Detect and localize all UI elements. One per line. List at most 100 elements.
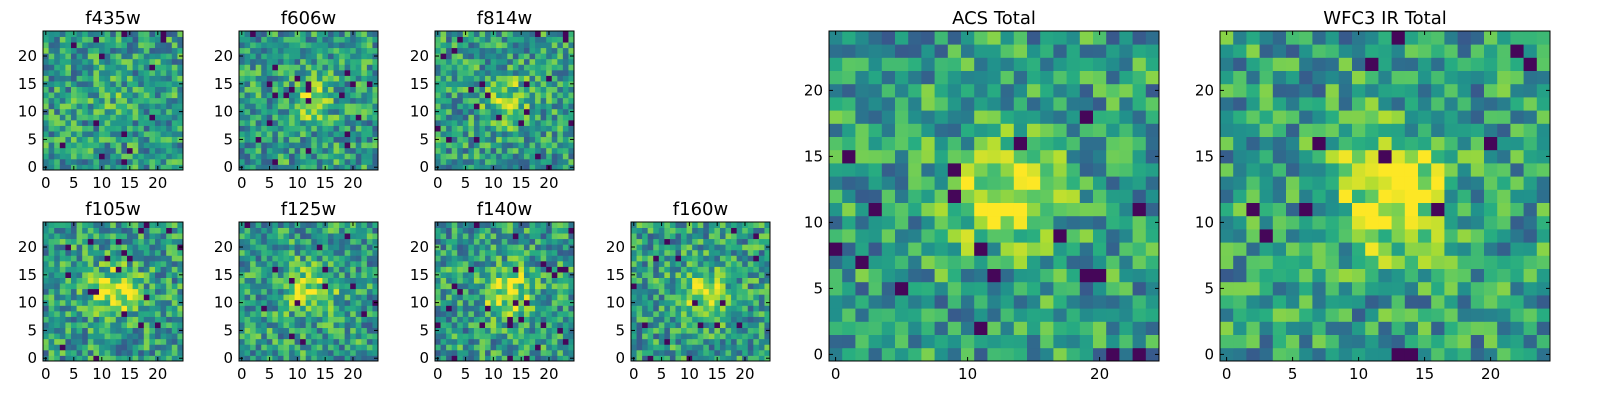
x-tick-label: 10 — [680, 365, 699, 383]
heatmap-cell — [48, 75, 55, 82]
heatmap-cell — [523, 299, 530, 306]
heatmap-cell — [261, 355, 268, 362]
heatmap-cell — [87, 260, 94, 267]
heatmap-cell — [294, 147, 301, 154]
heatmap-cell — [535, 272, 542, 278]
heatmap-cell — [355, 266, 362, 273]
heatmap-cell — [714, 299, 721, 306]
heatmap-cell — [631, 305, 637, 312]
heatmap-cell — [99, 294, 105, 301]
heatmap-cell — [132, 244, 139, 251]
heatmap-cell — [311, 81, 318, 87]
heatmap-cell — [435, 294, 441, 301]
heatmap-cell — [669, 244, 676, 251]
heatmap-cell — [512, 333, 519, 340]
x-tick-label: 20 — [539, 365, 558, 383]
heatmap-cell — [65, 64, 72, 71]
heatmap-cell — [166, 305, 173, 312]
heatmap-cell — [277, 272, 284, 278]
heatmap-cell — [166, 36, 173, 43]
heatmap-cell — [753, 299, 760, 306]
heatmap-cell — [355, 355, 362, 362]
heatmap-cell — [322, 86, 329, 93]
heatmap-cell — [115, 31, 122, 37]
heatmap-cell — [829, 334, 843, 349]
heatmap-cell — [239, 47, 245, 54]
heatmap-cell — [93, 158, 100, 165]
heatmap-cell — [753, 249, 760, 256]
heatmap-cell — [277, 131, 284, 138]
heatmap-cell — [675, 349, 682, 356]
heatmap-cell — [277, 147, 284, 154]
heatmap-cell — [562, 119, 569, 126]
heatmap-cell — [540, 349, 547, 356]
heatmap-cell — [669, 288, 676, 295]
heatmap-cell — [540, 158, 547, 165]
heatmap-cell — [451, 338, 458, 345]
heatmap-cell — [435, 338, 441, 345]
heatmap-cell — [350, 47, 357, 54]
heatmap-cell — [361, 338, 368, 345]
heatmap-cell — [1053, 229, 1067, 243]
heatmap-cell — [149, 305, 156, 312]
heatmap-cell — [110, 31, 117, 37]
heatmap-cell — [350, 36, 357, 43]
heatmap-cell — [255, 322, 262, 329]
heatmap-cell — [501, 249, 508, 256]
heatmap-cell — [261, 327, 268, 334]
heatmap-cell — [692, 266, 699, 273]
heatmap-cell — [708, 238, 715, 245]
heatmap-cell — [255, 310, 262, 317]
heatmap-cell — [115, 244, 122, 251]
heatmap-cell — [462, 64, 469, 71]
heatmap-cell — [255, 158, 262, 165]
heatmap-cell — [568, 69, 575, 76]
heatmap-cell — [289, 244, 295, 251]
heatmap-cell — [327, 142, 334, 149]
heatmap-cell — [277, 81, 284, 87]
heatmap-cell — [1066, 334, 1081, 349]
heatmap-cell — [355, 260, 362, 267]
heatmap-cell — [435, 266, 441, 273]
heatmap-cell — [1106, 202, 1120, 217]
heatmap-cell — [48, 64, 55, 71]
heatmap-cell — [333, 333, 340, 340]
heatmap-cell — [518, 69, 525, 76]
heatmap-cell — [523, 266, 530, 273]
heatmap-cell — [1066, 295, 1081, 309]
heatmap-cell — [1119, 176, 1133, 190]
heatmap-cell — [160, 47, 167, 54]
heatmap-cell — [132, 260, 139, 267]
heatmap-cell — [322, 64, 329, 71]
heatmap-cell — [485, 53, 491, 60]
heatmap-cell — [540, 69, 547, 76]
heatmap-cell — [59, 119, 66, 126]
heatmap-cell — [703, 249, 710, 256]
panel-title: f435w — [85, 8, 140, 29]
heatmap-cell — [115, 131, 122, 138]
heatmap-cell — [344, 344, 351, 351]
heatmap-cell — [316, 97, 323, 104]
heatmap-cell — [143, 349, 150, 356]
heatmap-cell — [54, 131, 61, 138]
heatmap-cell — [546, 131, 553, 138]
heatmap-cell — [132, 277, 139, 284]
heatmap-cell — [48, 299, 55, 306]
heatmap-cell — [104, 136, 111, 143]
heatmap-cell — [160, 36, 167, 43]
heatmap-cell — [636, 316, 643, 323]
heatmap-cell — [322, 227, 329, 234]
heatmap-cell — [138, 299, 145, 306]
heatmap-cell — [725, 299, 732, 306]
heatmap-cell — [658, 260, 665, 267]
heatmap-cell — [736, 288, 743, 295]
heatmap-cell — [372, 260, 379, 267]
heatmap-cell — [316, 255, 323, 262]
heatmap-cell — [121, 147, 128, 154]
heatmap-cell — [266, 327, 273, 334]
heatmap-cell — [160, 333, 167, 340]
heatmap-cell — [344, 164, 351, 171]
heatmap-cell — [462, 119, 469, 126]
heatmap-cell — [468, 244, 475, 251]
heatmap-cell — [987, 308, 1001, 322]
